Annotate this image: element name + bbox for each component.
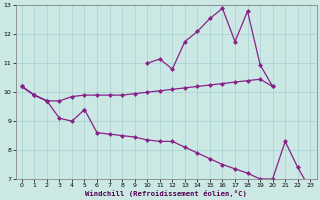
X-axis label: Windchill (Refroidissement éolien,°C): Windchill (Refroidissement éolien,°C) [85,190,247,197]
